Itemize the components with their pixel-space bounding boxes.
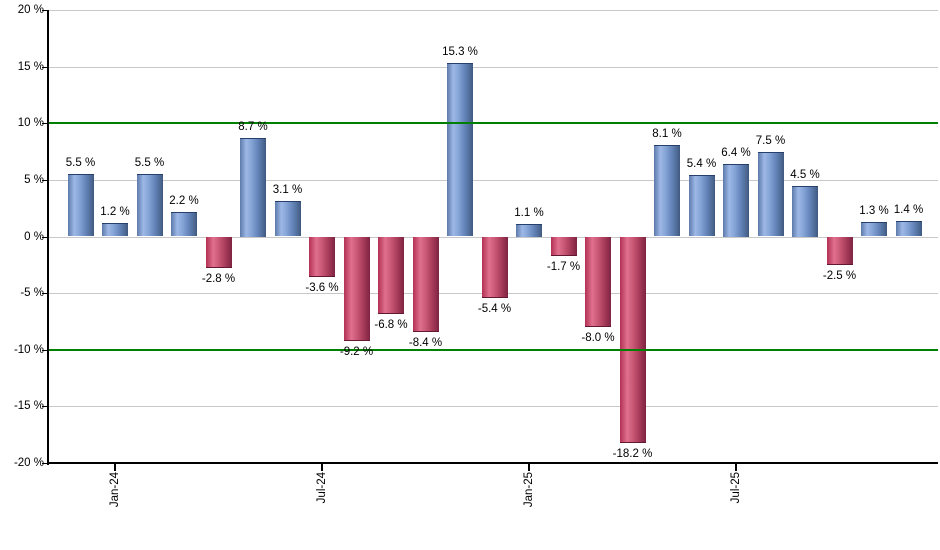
bar [343,236,370,341]
bar-value-label: 6.4 % [721,147,751,159]
bar-value-label: -3.6 % [305,282,339,295]
gridline-20 [49,10,938,11]
bar [861,221,887,237]
threshold-line--10 [49,348,938,351]
bar-value-label: -2.5 % [822,269,857,282]
bar-value-label: -2.8 % [201,273,236,286]
gridline--15 [49,406,938,408]
y-axis-label: -20 % [13,457,44,469]
x-axis-label: Jan-24 [109,472,121,508]
y-axis-label: -15 % [13,400,44,413]
bar-value-label: 5.5 % [65,157,96,170]
x-axis-tick [528,464,530,471]
bar [412,236,439,332]
x-axis-label: Jul-25 [730,472,742,504]
y-axis-tick [42,406,48,408]
bar [654,144,680,237]
threshold-line-10 [49,122,938,125]
bar [102,222,128,237]
bar [378,236,404,314]
bar [826,236,853,265]
bar [481,236,508,298]
bar [792,185,818,237]
bar [757,151,784,237]
y-axis-label: -5 % [20,287,44,300]
bar-value-label: 5.5 % [134,157,165,170]
bar-value-label: 1.3 % [859,204,889,217]
bar [171,211,197,237]
y-axis-tick [42,123,48,125]
bar [136,174,163,237]
y-axis-label: 15 % [17,60,44,73]
bar-value-label: 5.4 % [686,158,717,171]
bar-value-label: -18.2 % [612,447,653,460]
bar [895,220,922,237]
y-axis-tick [42,236,48,238]
bar [205,236,232,269]
bar [585,236,611,328]
y-axis-label: 20 % [17,4,44,16]
bar [309,236,335,278]
bar-value-label: 1.1 % [514,207,544,219]
bar-value-label: 15.3 % [442,46,478,59]
bar-value-label: 7.5 % [755,134,786,147]
bar [688,175,715,237]
y-axis-label: 10 % [17,117,44,130]
bar-value-label: -1.7 % [546,260,581,273]
bar-value-label: 3.1 % [272,184,303,197]
x-axis-line [47,462,938,464]
y-axis-tick [42,463,48,464]
bar [240,138,266,237]
y-axis-label: 0 % [24,230,44,243]
bar-value-label: 1.2 % [100,205,130,218]
gridline-15 [49,66,938,68]
y-axis-tick [42,66,48,68]
gridline-5 [49,179,938,181]
bar-value-label: -6.8 % [374,318,408,331]
x-axis-tick [114,464,116,471]
x-axis-tick [321,464,323,471]
bar-value-label: 8.7 % [238,121,268,133]
x-axis-label: Jan-25 [523,472,535,508]
bar [516,224,542,237]
y-axis-tick [42,293,48,295]
bar-value-label: -8.4 % [408,336,443,349]
bar [550,236,577,256]
bar-value-label: 4.5 % [790,168,820,181]
x-axis-tick [735,464,737,471]
y-axis-tick [42,349,48,351]
bar [67,174,94,237]
bar [723,164,749,237]
bar-value-label: -8.0 % [581,332,615,345]
bar [447,63,473,237]
bar-value-label: 2.2 % [169,194,199,207]
bar [619,236,646,443]
bar-value-label: 1.4 % [893,203,924,216]
bar [274,201,301,237]
y-axis-label: -10 % [13,343,44,356]
x-axis-label: Jul-24 [316,472,328,504]
y-axis-label: 5 % [24,173,44,186]
y-axis-tick [42,179,48,181]
y-axis-tick [42,10,48,11]
bar-value-label: -9.2 % [339,345,374,358]
y-axis-line [47,10,49,465]
bar-value-label: 8.1 % [652,127,682,140]
bar-value-label: -5.4 % [477,302,512,315]
